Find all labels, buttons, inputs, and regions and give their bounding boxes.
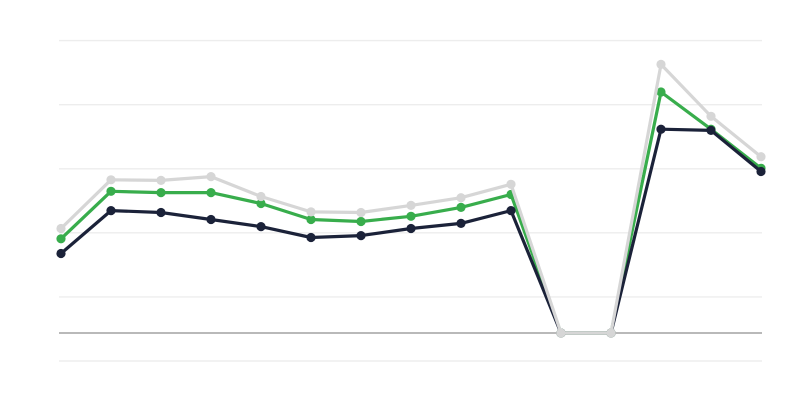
data-point-marker-dark-navy (206, 214, 216, 225)
data-point-marker-green (656, 87, 666, 97)
data-point-marker-green (106, 186, 116, 196)
data-point-marker-light-gray (606, 328, 616, 338)
data-point-marker-light-gray (156, 175, 166, 185)
data-point-marker-dark-navy (106, 206, 116, 216)
data-point-marker-green (306, 214, 316, 225)
data-point-marker-light-gray (106, 175, 116, 185)
data-point-marker-green (406, 211, 416, 221)
data-point-marker-dark-navy (506, 206, 516, 216)
data-point-marker-dark-navy (406, 223, 416, 234)
data-point-marker-dark-navy (156, 207, 166, 218)
data-point-marker-dark-navy (56, 248, 66, 259)
data-point-marker-green (206, 188, 216, 198)
data-point-marker-green (456, 202, 466, 212)
data-point-marker-dark-navy (256, 222, 266, 232)
data-point-marker-light-gray (656, 59, 666, 69)
data-point-marker-light-gray (706, 111, 716, 121)
data-point-marker-green (356, 216, 366, 227)
data-point-marker-dark-navy (656, 124, 666, 134)
data-point-marker-light-gray (356, 207, 366, 218)
data-point-marker-light-gray (306, 207, 316, 217)
data-point-marker-light-gray (406, 200, 416, 210)
data-point-marker-dark-navy (756, 166, 766, 177)
data-point-marker-green (56, 234, 66, 244)
data-point-marker-light-gray (256, 191, 266, 202)
data-point-marker-dark-navy (706, 125, 716, 135)
data-point-marker-green (256, 198, 266, 209)
data-point-marker-dark-navy (456, 218, 466, 228)
data-point-marker-dark-navy (306, 232, 316, 243)
data-point-marker-light-gray (206, 172, 216, 182)
data-point-marker-dark-navy (356, 231, 366, 241)
data-point-marker-light-gray (556, 328, 566, 338)
data-point-marker-light-gray (56, 223, 66, 234)
data-point-marker-green (156, 188, 166, 198)
data-point-marker-light-gray (506, 179, 516, 189)
data-point-marker-light-gray (756, 152, 766, 162)
data-point-marker-light-gray (456, 193, 466, 203)
